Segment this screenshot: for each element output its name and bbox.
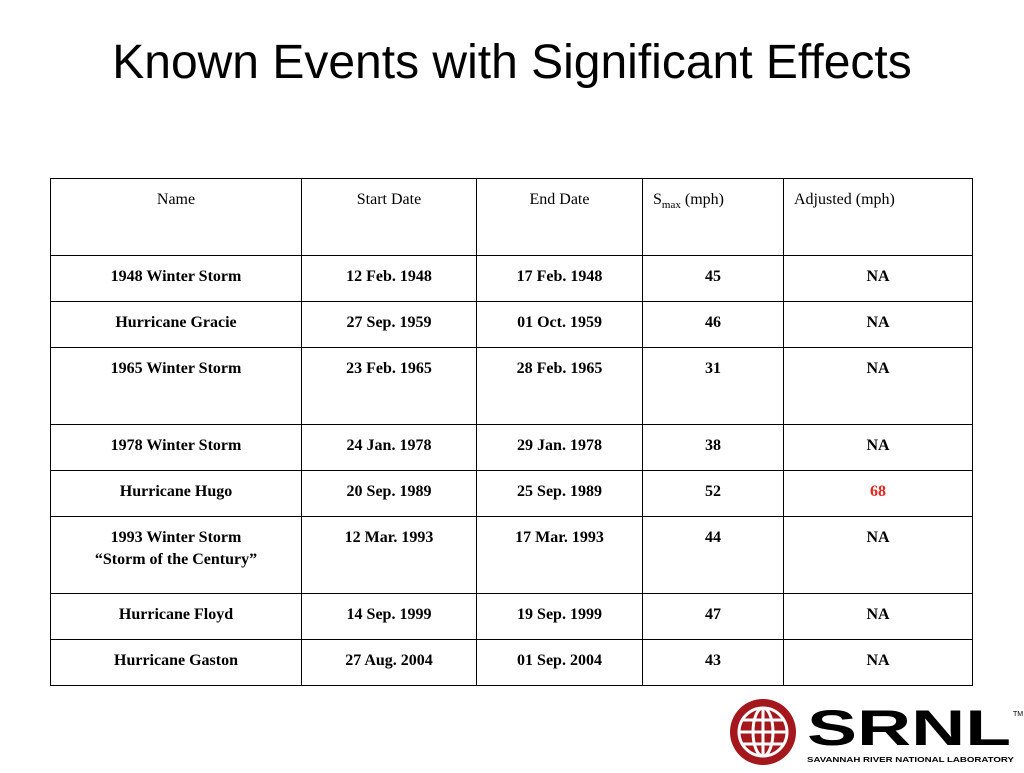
cell-start-date: 27 Aug. 2004 [301,639,477,686]
cell-start-date: 24 Jan. 1978 [301,424,477,471]
table-row: 1993 Winter Storm “Storm of the Century” … [50,516,973,594]
slide-title: Known Events with Significant Effects [112,36,912,89]
table-row: Hurricane Gaston 27 Aug. 2004 01 Sep. 20… [50,639,973,686]
cell-adjusted: NA [783,255,973,302]
cell-name: Hurricane Gaston [50,639,302,686]
cell-end-date: 19 Sep. 1999 [476,593,643,640]
cell-adjusted: NA [783,516,973,594]
table-row: Hurricane Gracie 27 Sep. 1959 01 Oct. 19… [50,301,973,348]
cell-adjusted: NA [783,347,973,425]
srnl-wordmark: SRNL [807,700,1011,756]
events-table: Name Start Date End Date Smax (mph) Adju… [50,178,973,686]
cell-name: 1978 Winter Storm [50,424,302,471]
cell-name-line1: 1993 Winter Storm [110,529,242,546]
cell-end-date: 01 Sep. 2004 [476,639,643,686]
cell-smax: 52 [642,470,784,517]
cell-smax: 45 [642,255,784,302]
trademark-symbol: TM [1013,711,1023,718]
cell-start-date: 12 Feb. 1948 [301,255,477,302]
cell-end-date: 01 Oct. 1959 [476,301,643,348]
cell-smax: 38 [642,424,784,471]
srnl-logo: SRNL TM SAVANNAH RIVER NATIONAL LABORATO… [726,698,1024,768]
cell-name: Hurricane Floyd [50,593,302,640]
cell-start-date: 12 Mar. 1993 [301,516,477,594]
header-start-date: Start Date [301,178,477,256]
cell-smax: 31 [642,347,784,425]
table-row: 1978 Winter Storm 24 Jan. 1978 29 Jan. 1… [50,424,973,471]
cell-end-date: 17 Feb. 1948 [476,255,643,302]
cell-adjusted: NA [783,424,973,471]
cell-adjusted: NA [783,593,973,640]
cell-name: 1993 Winter Storm “Storm of the Century” [50,516,302,594]
cell-name: 1965 Winter Storm [50,347,302,425]
cell-smax: 44 [642,516,784,594]
cell-name: 1948 Winter Storm [50,255,302,302]
cell-adjusted: NA [783,639,973,686]
cell-adjusted-highlight: 68 [783,470,973,517]
table-header-row: Name Start Date End Date Smax (mph) Adju… [50,178,973,256]
cell-adjusted: NA [783,301,973,348]
cell-start-date: 20 Sep. 1989 [301,470,477,517]
cell-start-date: 14 Sep. 1999 [301,593,477,640]
header-name: Name [50,178,302,256]
cell-start-date: 27 Sep. 1959 [301,301,477,348]
cell-name-line2: “Storm of the Century” [94,551,258,568]
cell-end-date: 17 Mar. 1993 [476,516,643,594]
table-row: 1948 Winter Storm 12 Feb. 1948 17 Feb. 1… [50,255,973,302]
cell-end-date: 29 Jan. 1978 [476,424,643,471]
srnl-tagline: SAVANNAH RIVER NATIONAL LABORATORY [807,755,1014,764]
cell-end-date: 28 Feb. 1965 [476,347,643,425]
cell-end-date: 25 Sep. 1989 [476,470,643,517]
cell-name: Hurricane Gracie [50,301,302,348]
header-smax-sub: max [661,199,681,212]
header-end-date: End Date [476,178,643,256]
cell-start-date: 23 Feb. 1965 [301,347,477,425]
globe-icon [730,699,796,765]
cell-smax: 46 [642,301,784,348]
header-smax-symbol: S [653,191,662,208]
table-row: Hurricane Floyd 14 Sep. 1999 19 Sep. 199… [50,593,973,640]
table-row: Hurricane Hugo 20 Sep. 1989 25 Sep. 1989… [50,470,973,517]
cell-smax: 43 [642,639,784,686]
cell-name: Hurricane Hugo [50,470,302,517]
header-adjusted: Adjusted (mph) [783,178,973,256]
header-smax: Smax (mph) [642,178,784,256]
cell-smax: 47 [642,593,784,640]
table-row: 1965 Winter Storm 23 Feb. 1965 28 Feb. 1… [50,347,973,425]
header-smax-unit: (mph) [680,191,724,208]
